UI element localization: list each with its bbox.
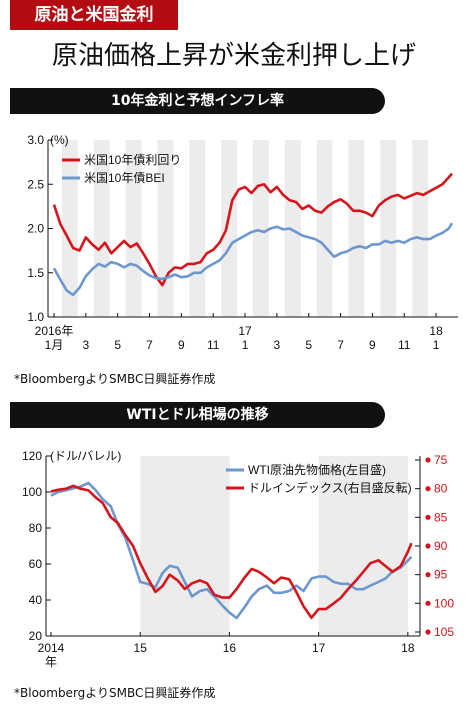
shade-band [348, 140, 365, 317]
x-tick-year: 17 [238, 324, 252, 338]
unit-label: (ドル/バレル) [50, 449, 121, 463]
y2-bullet [425, 457, 431, 463]
x-tick-label: 1 [242, 338, 249, 352]
y2-bullet [425, 572, 431, 578]
x-tick-label: 11 [398, 338, 411, 352]
shade-band [125, 140, 142, 317]
x-tick-sub: 年 [45, 655, 57, 669]
y-tick-label: 100 [22, 485, 42, 499]
y2-tick-label: 100 [434, 596, 454, 610]
y2-bullet [425, 543, 431, 549]
x-tick-label: 5 [114, 338, 121, 352]
y2-bullet [425, 600, 431, 606]
shade-band [380, 140, 397, 317]
y2-tick-label: 85 [434, 510, 448, 524]
x-tick-label: 9 [178, 338, 185, 352]
x-tick-label: 7 [337, 338, 344, 352]
y-tick-label: 1.5 [27, 266, 44, 280]
unit-label: (%) [50, 133, 69, 147]
y-tick-label: 40 [29, 593, 43, 607]
chart2-source: *BloombergよりSMBC日興証券作成 [14, 686, 216, 700]
x-tick-label: 18 [401, 641, 415, 655]
shade-band [318, 456, 408, 636]
x-tick-label: 2014 [38, 641, 65, 655]
y-tick-label: 2.0 [27, 222, 44, 236]
chart1-title: 10年金利と予想インフレ率 [10, 88, 385, 114]
shade-band [253, 140, 269, 317]
x-tick-label: 3 [274, 338, 281, 352]
x-tick-label: 1 [433, 338, 440, 352]
y-tick-label: 2.5 [27, 177, 44, 191]
y2-bullet [425, 514, 431, 520]
series-line-1 [52, 222, 454, 297]
y2-tick-label: 75 [434, 453, 448, 467]
shade-band [189, 140, 206, 317]
x-tick-label: 17 [312, 641, 326, 655]
headline: 原油価格上昇が米金利押し上げ [51, 41, 416, 71]
chart-wti-dollar: 120 100 80 60 40 20 (ドル/バレル) 75 80 85 90 95 100 105 20… [22, 449, 454, 669]
y-tick-label: 60 [29, 557, 43, 571]
shade-band [316, 140, 333, 317]
series-line-0 [52, 172, 453, 287]
y2-tick-label: 95 [434, 568, 448, 582]
y-tick-label: 20 [29, 629, 43, 643]
series-line-0 [50, 481, 413, 620]
x-tick-label: 3 [82, 338, 89, 352]
y2-bullet [425, 486, 431, 492]
chart1-source: *BloombergよりSMBC日興証券作成 [14, 372, 216, 386]
x-tick-label: 9 [369, 338, 376, 352]
x-tick-label: 16 [223, 641, 237, 655]
shade-band [221, 140, 238, 317]
x-tick-label: 15 [134, 641, 148, 655]
x-tick-year: 2016年 [35, 324, 74, 338]
series-line-1 [50, 484, 413, 619]
legend-label-0: 米国10年債利回り [84, 152, 181, 167]
shade-band [61, 140, 78, 317]
y2-bullet [425, 629, 431, 635]
shade-band [412, 140, 429, 317]
y2-tick-label: 80 [434, 482, 448, 496]
x-tick-label: 1月 [45, 338, 64, 352]
legend-label-0: WTI原油先物価格(左目盛) [248, 462, 386, 477]
y-tick-label: 80 [29, 521, 43, 535]
shade-band [284, 140, 301, 317]
y-tick-label: 3.0 [27, 133, 44, 147]
x-tick-label: 7 [146, 338, 153, 352]
y2-tick-label: 90 [434, 539, 448, 553]
chart2-title: WTIとドル相場の推移 [10, 402, 385, 428]
legend-label-1: ドルインデックス(右目盛反転) [248, 480, 412, 495]
legend-label-1: 米国10年債BEI [84, 170, 165, 185]
y2-tick-label: 105 [434, 625, 454, 639]
x-tick-label: 5 [305, 338, 312, 352]
x-tick-year: 18 [429, 324, 443, 338]
y-tick-label: 1.0 [27, 310, 44, 324]
x-tick-label: 11 [207, 338, 220, 352]
shade-band [140, 456, 230, 636]
y-tick-label: 120 [22, 449, 42, 463]
category-tag: 原油と米国金利 [10, 0, 178, 30]
shade-band [93, 140, 110, 317]
